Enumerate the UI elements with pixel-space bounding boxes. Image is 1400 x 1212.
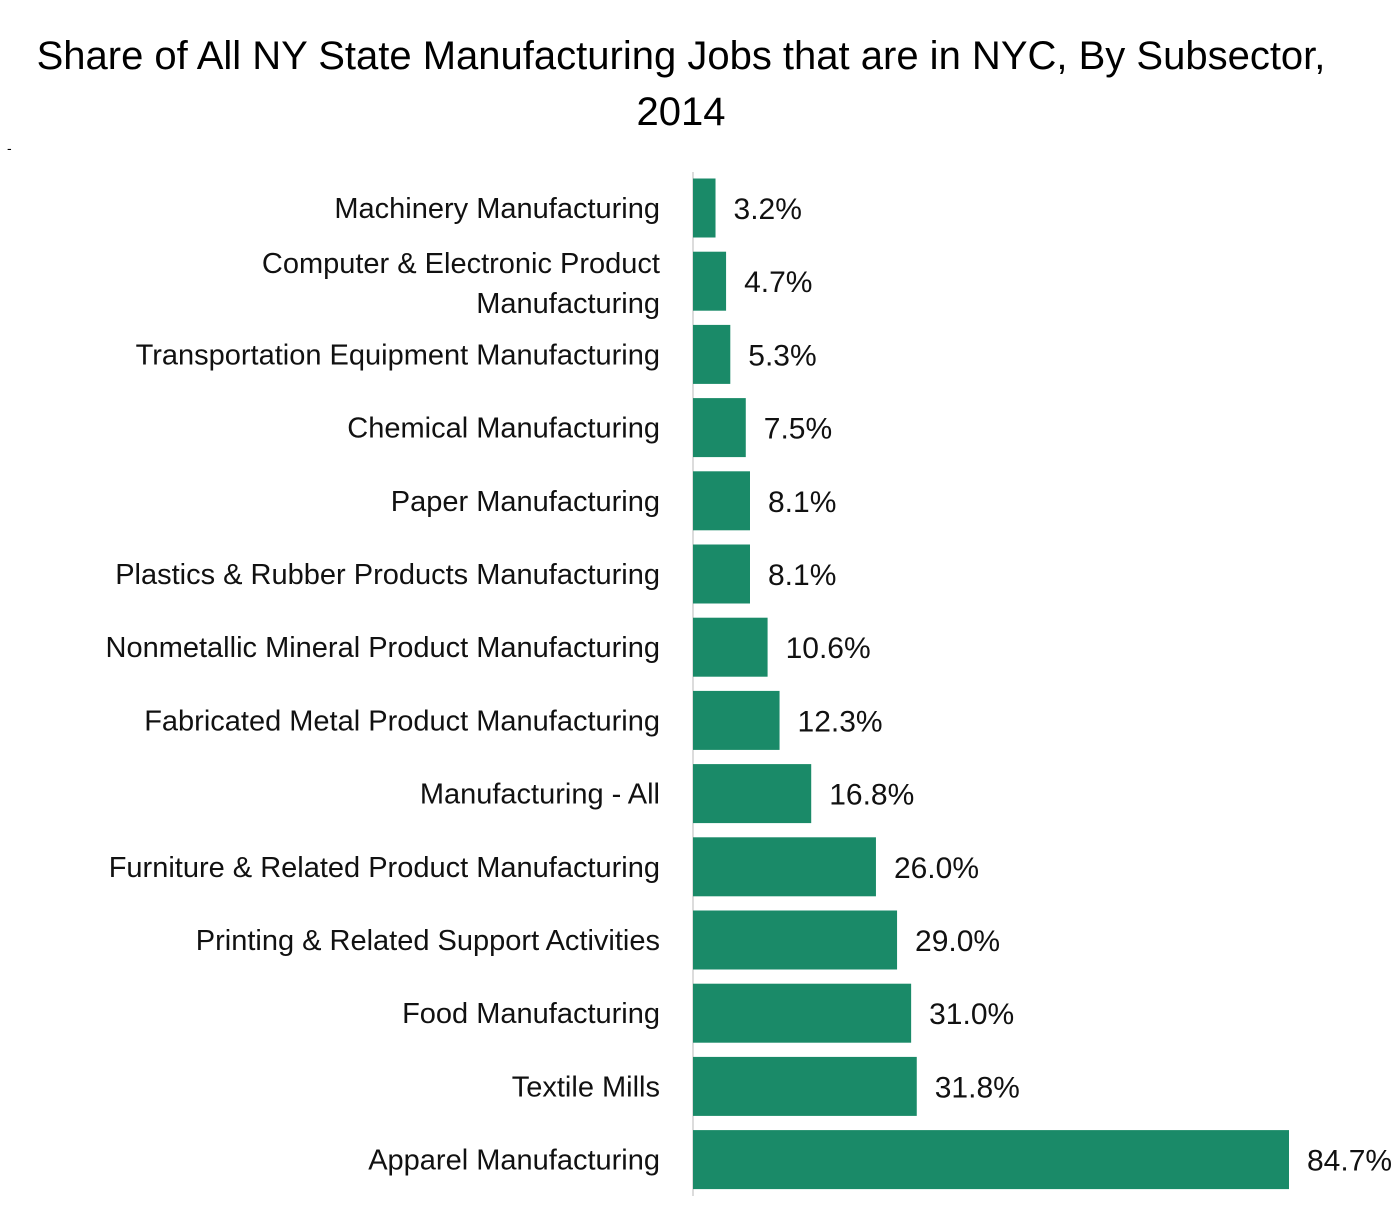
data-label: 10.6% — [786, 632, 871, 665]
data-label: 3.2% — [734, 193, 802, 226]
category-label: Manufacturing - All — [420, 779, 660, 811]
bar — [693, 910, 898, 970]
data-label: 29.0% — [915, 925, 1000, 958]
category-label: Furniture & Related Product Manufacturin… — [109, 852, 660, 884]
bar — [693, 178, 716, 238]
category-label: Food Manufacturing — [402, 998, 660, 1030]
data-label: 26.0% — [894, 852, 979, 885]
bar — [693, 983, 912, 1043]
bar — [693, 837, 876, 897]
bar — [693, 251, 727, 311]
bar — [693, 690, 780, 750]
data-label: 5.3% — [748, 339, 816, 372]
category-label: Computer & Electronic Product Manufacturi… — [262, 248, 660, 320]
data-label: 31.8% — [935, 1071, 1020, 1104]
chart-title: Share of All NY State Manufacturing Jobs… — [36, 34, 1326, 134]
data-label: 84.7% — [1307, 1145, 1392, 1178]
bar — [693, 1056, 917, 1116]
category-label: Apparel Manufacturing — [368, 1145, 660, 1177]
data-label: 16.8% — [829, 779, 914, 812]
bar — [693, 544, 750, 604]
data-label: 7.5% — [764, 413, 832, 446]
category-label: Transportation Equipment Manufacturing — [136, 339, 660, 371]
bar — [693, 617, 768, 677]
data-label: 8.1% — [768, 486, 836, 519]
data-label: 12.3% — [798, 705, 883, 738]
data-label: 4.7% — [744, 266, 812, 299]
category-label: Machinery Manufacturing — [334, 193, 660, 225]
bar — [693, 471, 750, 531]
bar — [693, 398, 746, 458]
category-label: Printing & Related Support Activities — [196, 925, 660, 957]
category-label: Paper Manufacturing — [391, 486, 660, 518]
data-label: 31.0% — [929, 998, 1014, 1031]
bar — [693, 1130, 1289, 1190]
bar — [693, 324, 731, 384]
category-label: Fabricated Metal Product Manufacturing — [144, 705, 660, 737]
bar — [693, 764, 812, 824]
category-label: Nonmetallic Mineral Product Manufacturin… — [106, 632, 660, 664]
category-label: Plastics & Rubber Products Manufacturing — [115, 559, 660, 591]
category-label: Textile Mills — [512, 1071, 660, 1103]
stray-mark: - — [7, 140, 12, 156]
data-label: 8.1% — [768, 559, 836, 592]
category-label: Chemical Manufacturing — [347, 413, 660, 445]
